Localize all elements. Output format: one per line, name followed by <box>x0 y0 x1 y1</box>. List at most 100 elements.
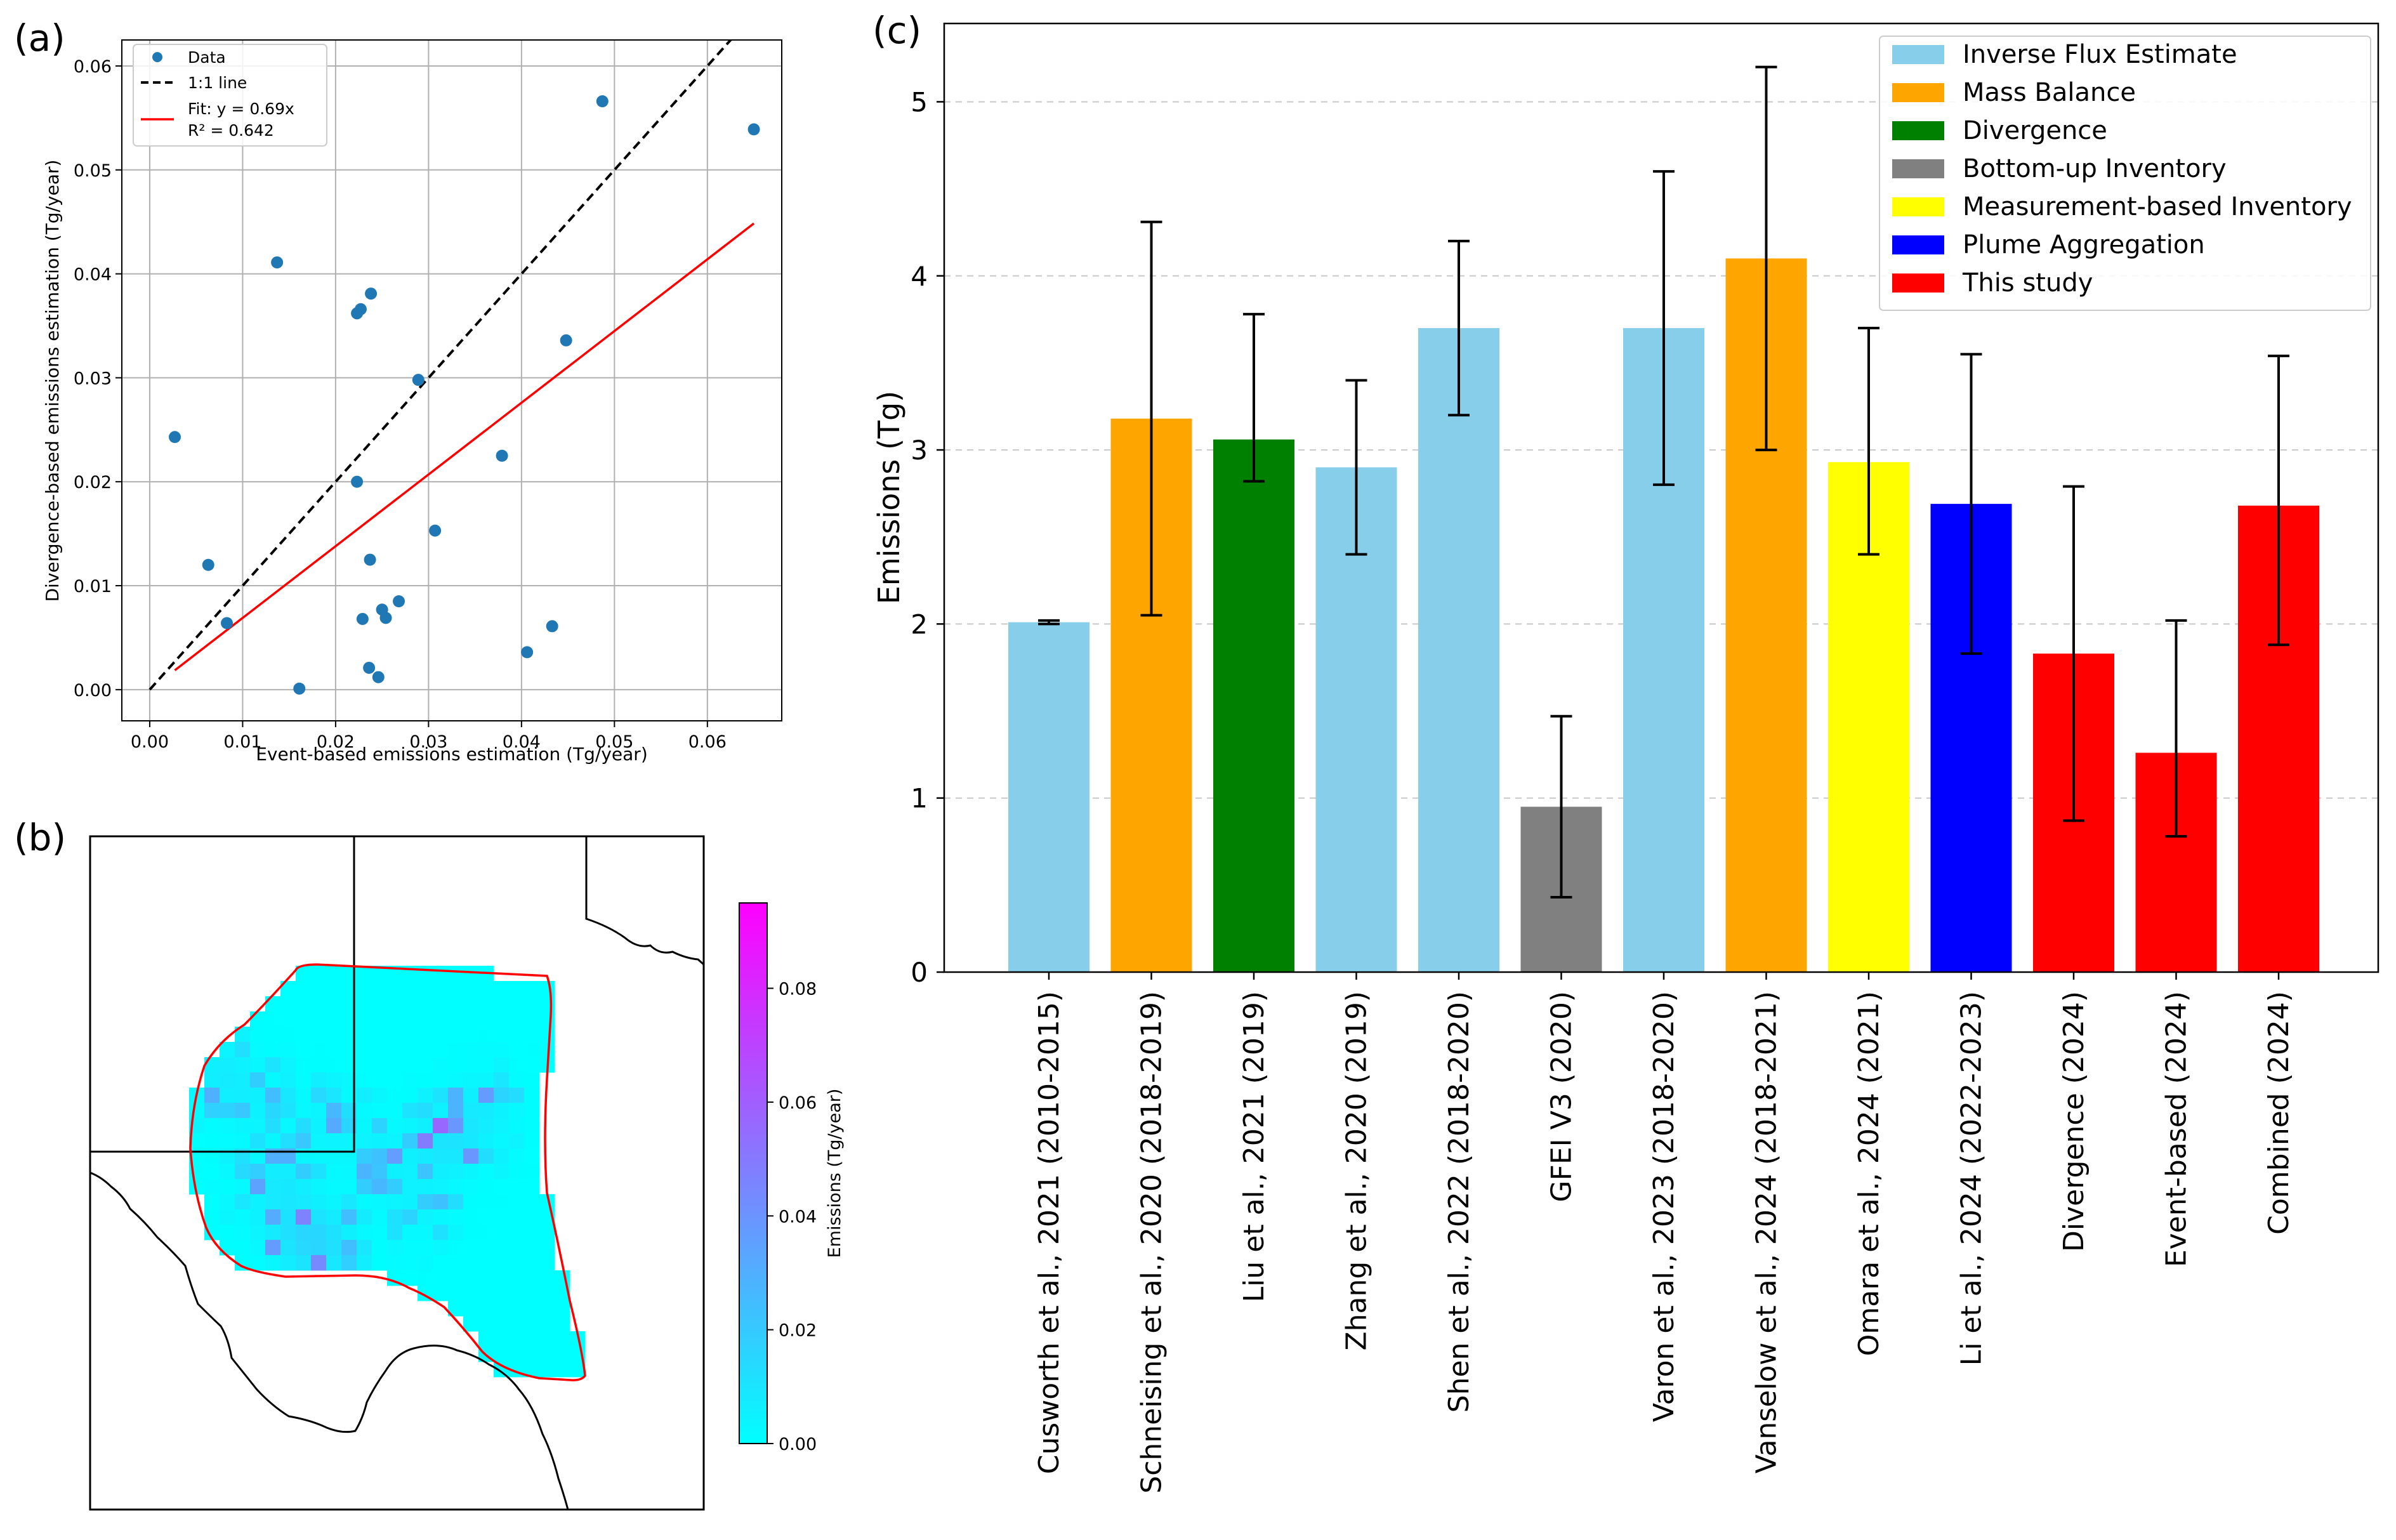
bar-x-tick-label: Varon et al., 2023 (2018-2020) <box>1648 991 1680 1422</box>
bar-legend-label: Inverse Flux Estimate <box>1963 40 2237 69</box>
heatmap-cell <box>478 1148 494 1164</box>
heatmap-cell <box>463 1240 479 1256</box>
scatter-point <box>496 449 508 462</box>
heatmap-cell <box>204 1057 220 1073</box>
heatmap-cell <box>372 1118 388 1134</box>
scatter-point <box>546 620 558 633</box>
heatmap-cell <box>402 1225 418 1241</box>
heatmap-cell <box>418 1103 433 1119</box>
heatmap-cell <box>326 981 342 997</box>
heatmap-cell <box>418 1148 433 1164</box>
heatmap-cell <box>265 1179 281 1195</box>
heatmap-cell <box>418 1133 433 1149</box>
bar-y-tick-label: 5 <box>911 86 928 117</box>
heatmap-cell <box>250 1133 266 1149</box>
heatmap-cell <box>265 1194 281 1210</box>
colorbar-tick-label: 0.02 <box>779 1321 817 1341</box>
heatmap-cell <box>524 996 540 1012</box>
map-frame <box>89 835 705 1511</box>
scatter-ticks: 0.00 0.01 0.02 0.03 0.04 0.05 0.06 0.00 0.01 0.02… <box>74 57 727 752</box>
bar-legend-swatch <box>1892 45 1944 64</box>
heatmap-cell <box>372 1240 388 1256</box>
heatmap-cell <box>311 1194 327 1210</box>
heatmap-cell <box>250 1072 266 1088</box>
heatmap-cell <box>402 1027 418 1043</box>
heatmap-cell <box>311 1011 327 1027</box>
heatmap-cell <box>372 1072 388 1088</box>
heatmap-cell <box>494 996 510 1012</box>
heatmap-cell <box>296 1011 312 1027</box>
heatmap-cell <box>372 1027 388 1043</box>
heatmap-cell <box>539 1225 555 1241</box>
heatmap-cell <box>311 1057 327 1073</box>
heatmap-cell <box>326 1027 342 1043</box>
heatmap-cell <box>433 1164 449 1180</box>
heatmap-cell <box>418 1194 433 1210</box>
heatmap-cell <box>463 1148 479 1164</box>
heatmap-cell <box>539 1042 555 1058</box>
heatmap-cell <box>235 1133 251 1149</box>
heatmap-cell <box>555 1301 570 1317</box>
heatmap-cell <box>509 1209 525 1225</box>
heatmap-cell <box>433 1072 449 1088</box>
heatmap-cell <box>524 1270 540 1286</box>
heatmap-cell <box>341 1240 357 1256</box>
scatter-point <box>271 256 284 269</box>
heatmap-cell <box>463 1103 479 1119</box>
heatmap-cell <box>539 1011 555 1027</box>
rio-grande-border <box>90 1171 569 1510</box>
heatmap-cell <box>509 1270 525 1286</box>
heatmap-cell <box>402 1148 418 1164</box>
heatmap-cell <box>402 1240 418 1256</box>
heatmap-cell <box>509 1133 525 1149</box>
heatmap-cell <box>478 1270 494 1286</box>
heatmap-cell <box>311 1133 327 1149</box>
scatter-legend-frame <box>133 44 327 147</box>
heatmap-cell <box>509 1301 525 1317</box>
heatmap-cell <box>280 1042 296 1058</box>
legend-identity-label: 1:1 line <box>188 74 247 92</box>
bar <box>1213 439 1294 972</box>
heatmap-cell <box>418 1118 433 1134</box>
legend-r2-label: R² = 0.642 <box>188 121 274 140</box>
heatmap-cell <box>509 1011 525 1027</box>
legend-fit-label: Fit: y = 0.69x <box>188 100 294 118</box>
bar-x-tick-label: Event-based (2024) <box>2161 991 2193 1267</box>
heatmap-cell <box>387 1011 403 1027</box>
heatmap-cell <box>539 981 555 997</box>
bar-chart: 0 1 2 3 4 5 Cusworth et al., 2021 (2010-2015)… <box>872 22 2380 1494</box>
heatmap-cell <box>418 966 433 982</box>
heatmap-cell <box>478 1057 494 1073</box>
heatmap-cell <box>265 1133 281 1149</box>
bar-error-bars <box>1038 65 2289 899</box>
heatmap-cell <box>448 1118 464 1134</box>
heatmap-cell <box>478 1103 494 1119</box>
heatmap-cell <box>220 1057 235 1073</box>
scatter-y-tick-label: 0.05 <box>74 161 112 181</box>
heatmap-cell <box>448 1270 464 1286</box>
heatmap-cell <box>433 966 449 982</box>
scatter-point <box>365 287 378 300</box>
heatmap-cell <box>387 1103 403 1119</box>
heatmap-cell <box>280 1072 296 1088</box>
heatmap-cell <box>296 1042 312 1058</box>
heatmap-cell <box>372 1088 388 1103</box>
bar <box>1418 328 1499 972</box>
heatmap-cell <box>357 1103 372 1119</box>
bar-legend-swatch <box>1892 273 1944 293</box>
bar-x-tick-label: Li et al., 2024 (2022-2023) <box>1956 991 1988 1366</box>
heatmap-cell <box>524 1225 540 1241</box>
heatmap-cell <box>357 1088 372 1103</box>
heatmap-cell <box>478 1133 494 1149</box>
heatmap-cell <box>372 1209 388 1225</box>
heatmap-cell <box>402 1103 418 1119</box>
heatmap-cell <box>509 1148 525 1164</box>
heatmap-cell <box>418 1209 433 1225</box>
heatmap-cell <box>494 1301 510 1317</box>
heatmap-cell <box>387 1179 403 1195</box>
heatmap-cell <box>448 1164 464 1180</box>
heatmap-cell <box>433 1194 449 1210</box>
heatmap-cell <box>265 1057 281 1073</box>
heatmap-cell <box>265 1164 281 1180</box>
heatmap-cell <box>250 1011 266 1027</box>
